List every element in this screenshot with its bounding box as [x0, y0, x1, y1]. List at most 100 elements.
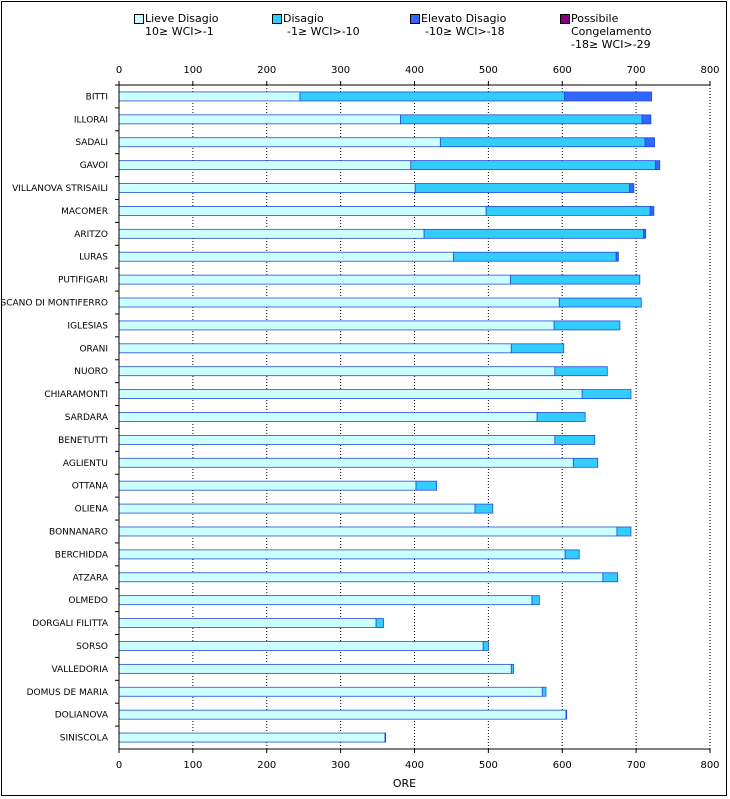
- bar-elevato-disagio: [615, 251, 619, 262]
- bar-lieve-disagio: [118, 297, 560, 308]
- legend-label: Disagio: [283, 12, 324, 25]
- category-label: NUORO: [74, 367, 108, 377]
- bar-disagio: [510, 343, 565, 354]
- x-tick-label-bottom: 100: [183, 760, 202, 771]
- bar-lieve-disagio: [118, 137, 441, 148]
- bar-disagio: [474, 503, 494, 514]
- x-tick-label-bottom: 600: [553, 760, 572, 771]
- category-label: BENETUTTI: [58, 436, 108, 446]
- bar-elevato-disagio: [649, 206, 655, 216]
- bar-disagio: [602, 572, 619, 583]
- legend-swatch-disagio: [272, 14, 282, 24]
- category-label: LURAS: [79, 253, 108, 263]
- category-label: ILLORAI: [74, 115, 108, 125]
- bar-elevato-disagio: [654, 160, 661, 171]
- bar-lieve-disagio: [118, 641, 484, 651]
- bar-elevato-disagio: [629, 183, 635, 193]
- bar-lieve-disagio: [118, 412, 538, 422]
- bar-disagio: [553, 320, 621, 331]
- category-label: ORANI: [79, 344, 108, 354]
- bar-disagio: [565, 709, 568, 720]
- category-label: DORGALI FILITTA: [32, 619, 109, 629]
- category-label: BERCHIDDA: [55, 550, 109, 560]
- bar-disagio: [536, 412, 586, 422]
- bar-lieve-disagio: [118, 572, 604, 583]
- bar-elevato-disagio: [564, 91, 653, 102]
- x-tick-label-top: 500: [479, 65, 498, 76]
- bar-disagio: [531, 595, 540, 606]
- category-label: GAVOI: [80, 161, 108, 171]
- category-label: CHIARAMONTI: [44, 390, 108, 400]
- bar-disagio: [482, 641, 489, 651]
- bar-lieve-disagio: [118, 343, 512, 354]
- category-label: ATZARA: [73, 573, 109, 583]
- legend-swatch-possibile-congelamento: [560, 14, 570, 24]
- category-label: DOLIANOVA: [55, 711, 109, 721]
- bar-lieve-disagio: [118, 732, 386, 743]
- bar-disagio: [423, 228, 644, 239]
- category-label: OTTANA: [72, 482, 109, 492]
- legend-label: Lieve Disagio: [145, 12, 219, 25]
- bar-elevato-disagio: [641, 114, 652, 125]
- x-tick-label-top: 0: [116, 65, 122, 76]
- bar-lieve-disagio: [118, 549, 566, 560]
- category-label: SADALI: [75, 138, 108, 148]
- x-tick-label-top: 200: [257, 65, 276, 76]
- bar-lieve-disagio: [118, 618, 377, 628]
- bar-disagio: [572, 457, 599, 468]
- legend-item-disagio: Disagio -1≥ WCI>-10: [272, 12, 360, 38]
- bar-lieve-disagio: [118, 480, 417, 491]
- bar-lieve-disagio: [118, 663, 512, 674]
- x-tick-label-bottom: 300: [331, 760, 350, 771]
- bar-disagio: [510, 274, 641, 285]
- bar-disagio: [554, 434, 596, 445]
- bar-lieve-disagio: [118, 503, 476, 514]
- bar-lieve-disagio: [118, 274, 511, 285]
- category-label: SINISCOLA: [60, 734, 109, 744]
- legend-subtitle: -18≥ WCI>-29: [571, 38, 651, 51]
- category-label: BONNANARO: [49, 527, 108, 537]
- bar-disagio: [400, 114, 643, 125]
- x-tick-label-bottom: 500: [479, 760, 498, 771]
- legend-item-elevato-disagio: Elevato Disagio -10≥ WCI>-18: [410, 12, 506, 38]
- x-tick-label-bottom: 800: [700, 760, 719, 771]
- x-axis-label: ORE: [393, 777, 416, 790]
- legend-swatch-lieve-disagio: [134, 14, 144, 24]
- bar-lieve-disagio: [118, 595, 533, 606]
- x-tick-label-top: 100: [183, 65, 202, 76]
- category-label: SARDARA: [65, 413, 109, 423]
- bar-lieve-disagio: [118, 251, 455, 262]
- bar-lieve-disagio: [118, 228, 425, 239]
- x-tick-label-top: 600: [553, 65, 572, 76]
- bar-disagio: [510, 663, 514, 674]
- legend-subtitle: -1≥ WCI>-10: [287, 25, 360, 38]
- bar-lieve-disagio: [118, 320, 555, 331]
- category-label: VILLANOVA STRISAILI: [12, 184, 108, 194]
- legend-swatch-elevato-disagio: [410, 14, 420, 24]
- legend-label: Possibile Congelamento: [571, 12, 652, 38]
- category-label: MACOMER: [61, 207, 108, 217]
- bar-lieve-disagio: [118, 160, 412, 171]
- bar-lieve-disagio: [118, 183, 416, 193]
- bar-lieve-disagio: [118, 114, 401, 125]
- bar-disagio: [439, 137, 646, 148]
- bar-elevato-disagio: [644, 137, 655, 148]
- bar-disagio: [541, 686, 547, 697]
- bar-disagio: [616, 526, 632, 537]
- legend-item-lieve-disagio: Lieve Disagio 10≥ WCI>-1: [134, 12, 219, 38]
- bar-lieve-disagio: [118, 709, 567, 720]
- bar-disagio: [375, 618, 384, 628]
- x-tick-label-bottom: 400: [405, 760, 424, 771]
- category-label: IGLESIAS: [67, 321, 108, 331]
- bar-lieve-disagio: [118, 206, 487, 216]
- category-label: SCANO DI MONTIFERRO: [1, 299, 108, 309]
- category-label: VALLEDORIA: [51, 665, 108, 675]
- bar-disagio: [414, 183, 630, 193]
- category-label: SORSO: [76, 642, 108, 652]
- legend-subtitle: -10≥ WCI>-18: [425, 25, 505, 38]
- bar-lieve-disagio: [118, 526, 618, 537]
- category-label: AGLIENTU: [63, 459, 108, 469]
- category-label: OLIENA: [75, 505, 109, 515]
- category-label: BITTI: [86, 92, 108, 102]
